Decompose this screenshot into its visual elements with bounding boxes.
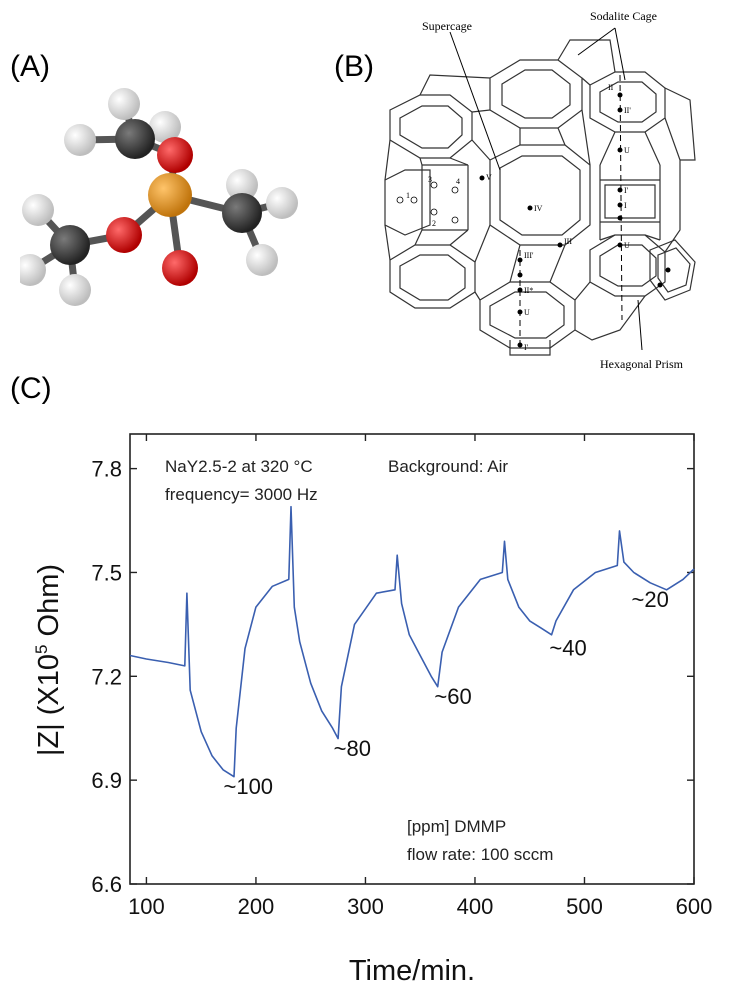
hydrogen-atom bbox=[22, 194, 54, 226]
site-label: 2 bbox=[432, 219, 436, 228]
plot-frame bbox=[129, 433, 695, 885]
concentration-annotation: ~80 bbox=[334, 736, 371, 761]
x-tick-label: 400 bbox=[457, 894, 494, 919]
hydrogen-atom bbox=[226, 169, 258, 201]
concentration-annotations: ~100 ~80 ~60 ~40 ~20 bbox=[223, 587, 668, 799]
x-tick-label: 600 bbox=[676, 894, 713, 919]
x-axis: 100 200 300 400 500 600 bbox=[128, 434, 712, 919]
site-label: I bbox=[624, 201, 627, 210]
site-label: 1 bbox=[406, 191, 410, 200]
supercage-arrow bbox=[449, 31, 501, 171]
sample-label: NaY2.5-2 at 320 °C bbox=[165, 457, 313, 476]
site-label: I' bbox=[524, 343, 529, 352]
impedance-series-line bbox=[129, 505, 695, 778]
oxygen-atom bbox=[157, 137, 193, 173]
panel-label-c: (C) bbox=[10, 372, 52, 405]
y-tick-label: 7.2 bbox=[91, 664, 122, 689]
hydrogen-atom bbox=[64, 124, 96, 156]
supercage-label: Supercage bbox=[422, 19, 472, 33]
site-label: U bbox=[624, 241, 630, 250]
sodalite-arrow-1 bbox=[577, 27, 616, 56]
site-label: 4 bbox=[456, 177, 460, 186]
hydrogen-atom bbox=[266, 187, 298, 219]
oxygen-atom bbox=[106, 217, 142, 253]
concentration-annotation: ~100 bbox=[223, 774, 273, 799]
cage-framework bbox=[384, 39, 696, 356]
x-tick-label: 100 bbox=[128, 894, 165, 919]
site-label: U bbox=[624, 146, 630, 155]
y-tick-label: 6.6 bbox=[91, 872, 122, 897]
molecule-atoms bbox=[20, 88, 298, 306]
hydrogen-atom bbox=[59, 274, 91, 306]
hydrogen-atom bbox=[149, 111, 181, 143]
analyte-label: [ppm] DMMP bbox=[407, 817, 506, 836]
sodalite-arrow-2 bbox=[614, 27, 626, 81]
x-axis-label: Time/min. bbox=[349, 955, 475, 987]
site-label: IV bbox=[534, 204, 543, 213]
cation-sites-open bbox=[396, 181, 459, 224]
x-tick-label: 500 bbox=[566, 894, 603, 919]
zeolite-cage-diagram: Supercage Sodalite Cage Hexagonal Prism … bbox=[384, 9, 696, 371]
panel-label-a: (A) bbox=[10, 50, 50, 83]
concentration-annotation: ~20 bbox=[632, 587, 669, 612]
site-label: V bbox=[486, 173, 492, 182]
hydrogen-atom bbox=[246, 244, 278, 276]
frequency-label: frequency= 3000 Hz bbox=[165, 485, 318, 504]
axis-line bbox=[619, 74, 623, 321]
site-label: II' bbox=[624, 106, 631, 115]
cation-sites bbox=[479, 92, 671, 348]
sodalite-label: Sodalite Cage bbox=[590, 9, 657, 23]
x-tick-label: 200 bbox=[238, 894, 275, 919]
site-label: II* bbox=[524, 286, 533, 295]
site-label: III' bbox=[524, 251, 534, 260]
site-label: I' bbox=[624, 186, 629, 195]
dmmp-molecule bbox=[20, 88, 298, 306]
y-tick-label: 6.9 bbox=[91, 768, 122, 793]
hydrogen-atom bbox=[20, 254, 46, 286]
prism-arrow bbox=[637, 299, 643, 351]
y-axis-label: |Z| (X105 Ohm) bbox=[32, 564, 65, 756]
background-label: Background: Air bbox=[388, 457, 508, 476]
concentration-annotation: ~40 bbox=[549, 636, 586, 661]
y-tick-label: 7.8 bbox=[91, 457, 122, 482]
x-tick-label: 300 bbox=[347, 894, 384, 919]
prism-label: Hexagonal Prism bbox=[600, 357, 684, 371]
panel-label-b: (B) bbox=[334, 50, 374, 83]
hydrogen-atom bbox=[108, 88, 140, 120]
impedance-chart: 6.66.97.27.57.8 100 200 300 400 500 600 ~100~… bbox=[32, 433, 712, 987]
oxygen-atom bbox=[162, 250, 198, 286]
concentration-annotation: ~60 bbox=[434, 684, 471, 709]
y-axis: 6.6 6.9 7.2 7.5 7.8 bbox=[91, 457, 694, 897]
site-labels: II II' I' I U V IV III' III II* U I' U 1… bbox=[406, 83, 631, 352]
y-tick-label: 7.5 bbox=[91, 560, 122, 585]
annotation-arrows bbox=[449, 27, 643, 351]
carbon-atom bbox=[222, 193, 262, 233]
carbon-atom bbox=[115, 119, 155, 159]
flow-rate-label: flow rate: 100 sccm bbox=[407, 845, 553, 864]
phosphorus-atom bbox=[148, 173, 192, 217]
site-label: III bbox=[564, 237, 572, 246]
carbon-atom bbox=[50, 225, 90, 265]
site-label: II bbox=[608, 83, 614, 92]
site-label: 3 bbox=[428, 175, 432, 184]
site-label: U bbox=[524, 308, 530, 317]
